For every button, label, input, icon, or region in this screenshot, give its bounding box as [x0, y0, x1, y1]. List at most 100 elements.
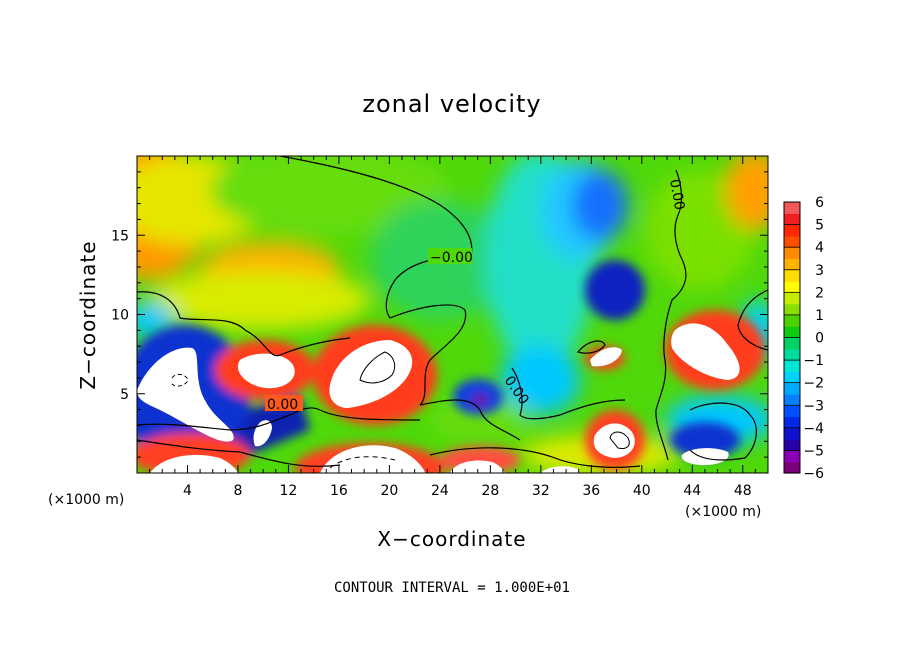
colorbar-swatch [784, 269, 800, 282]
x-tick-label: 48 [734, 483, 752, 499]
colorbar-swatch [784, 281, 800, 293]
colorbar-tick-label: 6 [815, 195, 824, 211]
colorbar-swatch [784, 360, 800, 372]
zero-contour-upper-left [137, 291, 351, 357]
x-tick-label: 40 [633, 483, 651, 499]
x-tick-label: 4 [183, 483, 192, 499]
colorbar-tick-label: −5 [803, 443, 824, 459]
colorbar-tick-label: −3 [803, 398, 824, 414]
colorbar-swatch [784, 439, 800, 452]
zero-contour-mid [385, 256, 471, 406]
y-tick-label: 10 [111, 308, 129, 324]
colorbar-tick-label: −4 [803, 421, 824, 437]
x-tick-label: 16 [330, 483, 348, 499]
white-blob-left [137, 347, 234, 442]
x-unit-right: (×1000 m) [685, 504, 761, 520]
blue-core-right [585, 260, 645, 320]
colorbar: 6 5 4 3 2 1 0 −1 −2 −3 −4 −5 −6 [783, 195, 824, 482]
purple-core-lower [472, 394, 488, 406]
zero-contour-bottom-left [137, 439, 341, 467]
white-blob-6 [593, 423, 635, 458]
y-tick-label: 5 [120, 387, 129, 403]
zero-contour-right-edge [737, 289, 768, 351]
colorbar-swatch [784, 450, 800, 463]
colorbar-swatch [784, 247, 800, 260]
colorbar-swatch [784, 326, 800, 339]
colorbar-swatch [784, 371, 800, 384]
blue-core-bottom-right [670, 422, 740, 458]
colorbar-swatch [784, 382, 800, 395]
region-lower-green [430, 395, 530, 445]
x-axis-label: X−coordinate [377, 527, 526, 551]
y-axis-ticks: 5 10 15 [111, 171, 768, 458]
colorbar-tick-label: 0 [815, 331, 824, 347]
white-blob-9 [450, 460, 505, 473]
contour-lines [137, 156, 768, 469]
region-top-green [210, 156, 450, 235]
region-lower-cyan [500, 345, 580, 415]
colorbar-swatch [784, 337, 800, 350]
contour-inner-blob-6 [609, 431, 630, 449]
zero-contour-small-loop [576, 340, 606, 354]
x-tick-label: 24 [431, 483, 449, 499]
x-tick-label: 28 [481, 483, 499, 499]
y-axis-label: Z−coordinate [76, 240, 100, 389]
x-tick-label: 44 [683, 483, 701, 499]
colorbar-tick-label: 3 [815, 263, 824, 279]
colorbar-swatch [784, 303, 800, 316]
colorbar-tick-label: 5 [815, 218, 824, 234]
colorbar-swatch [784, 461, 800, 474]
y-tick-label: 15 [111, 228, 129, 244]
zero-contour-lower-mid [511, 367, 626, 420]
x-tick-label: 20 [380, 483, 398, 499]
x-tick-label: 36 [582, 483, 600, 499]
zero-contour-lower-right [689, 402, 757, 461]
contour-label-2: 0.00 [267, 397, 298, 413]
x-unit-left: (×1000 m) [48, 492, 124, 508]
colorbar-swatch [784, 235, 800, 248]
white-blob-12 [540, 466, 580, 473]
colorbar-tick-label: −1 [803, 353, 824, 369]
colorbar-swatch [784, 405, 800, 418]
colorbar-tick-label: −2 [803, 376, 824, 392]
contour-labels: −0.00 0.00 0.00 0.00 [265, 178, 687, 413]
colorbar-swatch [784, 292, 800, 305]
white-blob-8 [320, 445, 425, 473]
region-orange-top-right [725, 156, 768, 230]
colorbar-tick-label: −6 [803, 466, 824, 482]
x-tick-label: 12 [280, 483, 298, 499]
zero-contour-lower-left [137, 407, 421, 431]
white-blob-5 [590, 347, 622, 367]
region-mid-yellow [150, 270, 370, 330]
contour-interval-note: CONTOUR INTERVAL = 1.000E+01 [334, 580, 570, 596]
colorbar-tick-label: 4 [815, 240, 824, 256]
x-axis-ticks: 4 8 12 16 20 24 28 32 36 40 44 48 [149, 156, 756, 499]
contour-label-4: 0.00 [666, 178, 687, 211]
colorbar-tick-label: 2 [815, 285, 824, 301]
colorbar-swatch [784, 393, 800, 406]
contour-label-1: −0.00 [430, 250, 473, 266]
colorbar-swatch [784, 213, 800, 226]
zero-contour-center [419, 399, 521, 441]
colorbar-tick-label: 1 [815, 308, 824, 324]
colorbar-swatch [784, 314, 800, 327]
colorbar-swatch [784, 416, 800, 429]
colorbar-swatch [784, 348, 800, 361]
colorbar-swatch [784, 224, 800, 237]
zero-contour-right-vertical [655, 169, 687, 461]
zero-contour-bottom-center [429, 447, 641, 468]
region-blue-top [572, 170, 628, 240]
white-blob-4 [671, 323, 740, 380]
colorbar-swatch [784, 202, 800, 214]
chart-title: zonal velocity [362, 90, 541, 118]
x-tick-label: 32 [532, 483, 550, 499]
contour-dashed-bottom [329, 456, 396, 469]
contour-inner-blob-3 [359, 351, 396, 384]
zero-contour-top [279, 156, 473, 259]
x-tick-label: 8 [233, 483, 242, 499]
colorbar-swatch [784, 258, 800, 271]
white-blob-7 [150, 454, 238, 473]
colorbar-swatch [784, 427, 800, 440]
white-blob-2 [237, 353, 295, 389]
